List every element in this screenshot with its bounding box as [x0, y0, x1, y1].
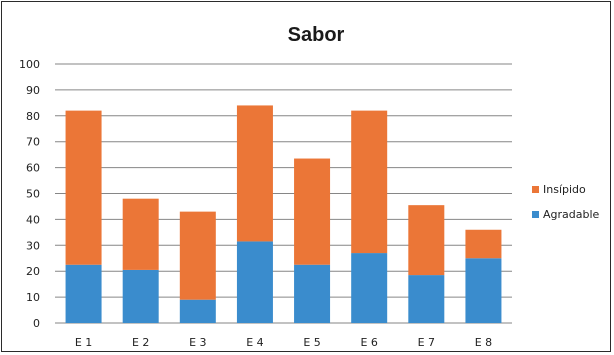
bar-agradable-6 [351, 253, 388, 323]
bar-insípido-6 [351, 110, 388, 254]
legend: Insípido Agradable [532, 183, 600, 221]
bar-insípido-1 [65, 110, 102, 265]
bars [65, 105, 502, 323]
y-tick-label: 50 [26, 188, 40, 201]
bar-agradable-8 [465, 258, 502, 323]
legend-label-agradable: Agradable [543, 208, 600, 221]
bar-agradable-1 [65, 264, 102, 323]
y-tick-label: 30 [26, 239, 40, 252]
y-tick-label: 40 [26, 213, 40, 226]
y-tick-label: 90 [26, 84, 40, 97]
chart-title: Sabor [288, 24, 345, 46]
y-tick-label: 70 [26, 136, 40, 149]
bar-insípido-5 [294, 158, 331, 265]
bar-insípido-4 [236, 105, 273, 242]
y-tick-label: 80 [26, 110, 40, 123]
bar-agradable-7 [408, 275, 445, 323]
legend-swatch-insípido [532, 186, 539, 193]
x-tick-label: E 8 [475, 336, 492, 349]
x-tick-label: E 6 [360, 336, 377, 349]
y-tick-label: 20 [26, 265, 40, 278]
bar-insípido-8 [465, 229, 502, 259]
x-tick-label: E 7 [418, 336, 435, 349]
y-tick-label: 0 [33, 317, 40, 330]
y-tick-label: 100 [19, 58, 40, 71]
x-tick-label: E 1 [75, 336, 92, 349]
legend-label-insípido: Insípido [543, 183, 586, 196]
bar-agradable-3 [179, 299, 216, 323]
x-tick-label: E 5 [303, 336, 320, 349]
y-axis-ticks: 0 10 20 30 40 50 60 70 80 90 100 [19, 58, 40, 330]
bar-agradable-5 [294, 264, 331, 323]
y-tick-label: 60 [26, 162, 40, 175]
bar-insípido-2 [122, 198, 159, 270]
x-axis-ticks: E 1 E 2 E 3 E 4 E 5 E 6 E 7 E 8 [75, 336, 492, 349]
bar-insípido-7 [408, 205, 445, 276]
y-tick-label: 10 [26, 291, 40, 304]
x-tick-label: E 4 [246, 336, 263, 349]
bar-agradable-2 [122, 269, 159, 323]
bar-insípido-3 [179, 211, 216, 300]
legend-swatch-agradable [532, 211, 539, 218]
x-tick-label: E 3 [189, 336, 206, 349]
x-tick-label: E 2 [132, 336, 149, 349]
bar-agradable-4 [236, 241, 273, 323]
